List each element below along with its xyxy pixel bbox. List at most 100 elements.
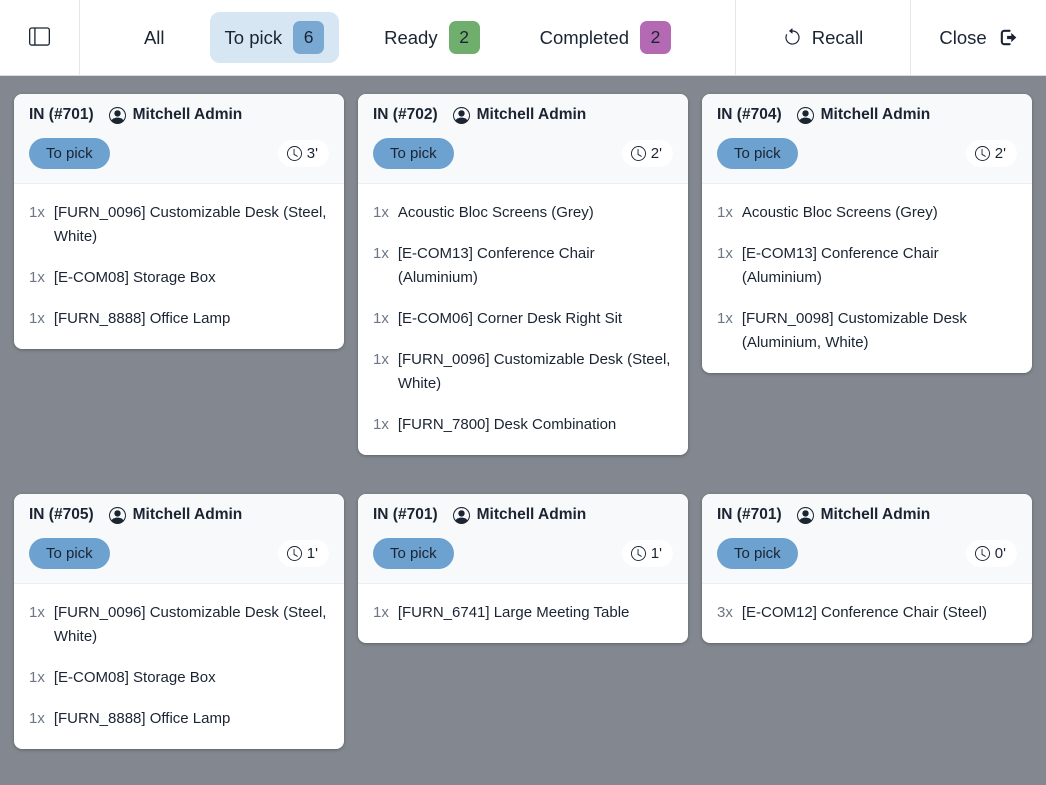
card-header: IN (#701) Mitchell Admin To pick: [358, 494, 688, 584]
product-quantity: 1x: [29, 269, 45, 286]
picking-reference: IN (#701): [717, 506, 782, 523]
product-quantity: 1x: [717, 204, 733, 221]
toolbar-divider: [735, 0, 736, 75]
picking-card[interactable]: IN (#702) Mitchell Admin To pick: [358, 94, 688, 455]
product-line: 1x [FURN_0096] Customizable Desk (Steel,…: [29, 601, 329, 649]
product-quantity: 1x: [373, 310, 389, 327]
sidebar-panel-icon: [29, 26, 50, 50]
picking-card[interactable]: IN (#701) Mitchell Admin To pick: [702, 494, 1032, 643]
time-estimate: 1': [621, 540, 673, 567]
close-label: Close: [939, 26, 987, 48]
tab-count-badge: 2: [448, 21, 480, 54]
card-header: IN (#705) Mitchell Admin To pick: [14, 494, 344, 584]
product-name: Acoustic Bloc Screens (Grey): [741, 204, 938, 221]
status-badge: To pick: [373, 538, 454, 569]
product-name: [E-COM08] Storage Box: [53, 669, 216, 686]
product-line: 1x [E-COM08] Storage Box: [29, 666, 329, 690]
clock-icon: [286, 146, 302, 161]
status-badge: To pick: [29, 138, 110, 169]
card-owner: Mitchell Admin: [452, 506, 587, 524]
product-line: 1x [FURN_8888] Office Lamp: [29, 307, 329, 331]
recall-button[interactable]: Recall: [736, 0, 910, 75]
time-estimate: 2': [965, 140, 1017, 167]
picking-reference: IN (#702): [373, 106, 438, 123]
product-quantity: 1x: [373, 351, 389, 368]
product-line: 1x [FURN_8888] Office Lamp: [29, 707, 329, 731]
person-icon: [796, 506, 814, 524]
status-badge: To pick: [717, 138, 798, 169]
tab-ready[interactable]: Ready 2: [369, 12, 494, 63]
close-button[interactable]: Close: [911, 0, 1046, 75]
tab-to-pick[interactable]: To pick 6: [209, 12, 340, 63]
top-toolbar: All To pick 6 Ready 2 Completed 2 Recall Close: [0, 0, 1046, 76]
person-icon: [796, 106, 814, 124]
product-quantity: 1x: [29, 310, 45, 327]
time-estimate: 1': [277, 540, 329, 567]
card-items: 1x [FURN_6741] Large Meeting Table: [358, 584, 688, 643]
product-quantity: 1x: [29, 710, 45, 727]
product-line: 1x [FURN_0098] Customizable Desk (Alumin…: [717, 307, 1017, 355]
product-quantity: 1x: [373, 604, 389, 621]
status-badge: To pick: [373, 138, 454, 169]
tab-label: To pick: [224, 26, 283, 48]
tab-label: Ready: [384, 26, 438, 48]
recall-label: Recall: [811, 26, 864, 48]
product-name: [FURN_8888] Office Lamp: [53, 310, 231, 327]
status-badge: To pick: [717, 538, 798, 569]
card-owner: Mitchell Admin: [108, 106, 242, 124]
card-items: 1x [FURN_0096] Customizable Desk (Steel,…: [14, 184, 344, 349]
product-name: [E-COM12] Conference Chair (Steel): [741, 604, 987, 621]
sidebar-toggle-button[interactable]: [17, 17, 63, 59]
owner-name: Mitchell Admin: [476, 506, 587, 523]
tab-completed[interactable]: Completed 2: [525, 12, 686, 63]
picking-card[interactable]: IN (#704) Mitchell Admin To pick: [702, 94, 1032, 373]
card-header: IN (#701) Mitchell Admin To pick: [14, 94, 344, 184]
product-quantity: 1x: [373, 416, 389, 433]
product-name: [FURN_0098] Customizable Desk (Aluminium…: [741, 310, 967, 351]
product-quantity: 3x: [717, 604, 733, 621]
person-icon: [108, 506, 126, 524]
product-line: 1x [E-COM06] Corner Desk Right Sit: [373, 307, 673, 331]
picking-card[interactable]: IN (#705) Mitchell Admin To pick: [14, 494, 344, 749]
picking-card[interactable]: IN (#701) Mitchell Admin To pick: [14, 94, 344, 349]
product-line: 1x Acoustic Bloc Screens (Grey): [373, 201, 673, 225]
clock-icon: [974, 146, 990, 161]
product-name: [E-COM13] Conference Chair (Aluminium): [741, 245, 939, 286]
product-line: 1x [FURN_6741] Large Meeting Table: [373, 601, 673, 625]
tab-count-badge: 6: [293, 21, 325, 54]
time-value: 3': [306, 145, 318, 162]
product-name: [FURN_6741] Large Meeting Table: [397, 604, 630, 621]
clock-icon: [974, 546, 990, 561]
tab-label: Completed: [539, 26, 630, 48]
card-header: IN (#702) Mitchell Admin To pick: [358, 94, 688, 184]
product-name: [FURN_0096] Customizable Desk (Steel, Wh…: [397, 351, 671, 392]
filter-tabs: All To pick 6 Ready 2 Completed 2: [80, 0, 735, 75]
product-name: [FURN_8888] Office Lamp: [53, 710, 231, 727]
product-line: 1x [E-COM13] Conference Chair (Aluminium…: [373, 242, 673, 290]
card-items: 1x Acoustic Bloc Screens (Grey) 1x [E-CO…: [702, 184, 1032, 373]
card-owner: Mitchell Admin: [796, 106, 931, 124]
person-icon: [452, 506, 470, 524]
product-name: [E-COM08] Storage Box: [53, 269, 216, 286]
owner-name: Mitchell Admin: [820, 106, 931, 123]
card-items: 1x Acoustic Bloc Screens (Grey) 1x [E-CO…: [358, 184, 688, 455]
time-estimate: 2': [621, 140, 673, 167]
time-estimate: 3': [277, 140, 329, 167]
tab-all[interactable]: All: [129, 18, 180, 58]
picking-card[interactable]: IN (#701) Mitchell Admin To pick: [358, 494, 688, 643]
picking-reference: IN (#704): [717, 106, 782, 123]
owner-name: Mitchell Admin: [820, 506, 931, 523]
product-name: [FURN_0096] Customizable Desk (Steel, Wh…: [53, 204, 327, 245]
card-items: 1x [FURN_0096] Customizable Desk (Steel,…: [14, 584, 344, 749]
person-icon: [108, 106, 126, 124]
product-line: 1x Acoustic Bloc Screens (Grey): [717, 201, 1017, 225]
product-name: [E-COM13] Conference Chair (Aluminium): [397, 245, 595, 286]
clock-icon: [630, 146, 646, 161]
product-quantity: 1x: [29, 669, 45, 686]
card-header: IN (#704) Mitchell Admin To pick: [702, 94, 1032, 184]
card-items: 3x [E-COM12] Conference Chair (Steel): [702, 584, 1032, 643]
owner-name: Mitchell Admin: [476, 106, 587, 123]
card-owner: Mitchell Admin: [452, 106, 587, 124]
time-value: 2': [650, 145, 662, 162]
time-estimate: 0': [965, 540, 1017, 567]
